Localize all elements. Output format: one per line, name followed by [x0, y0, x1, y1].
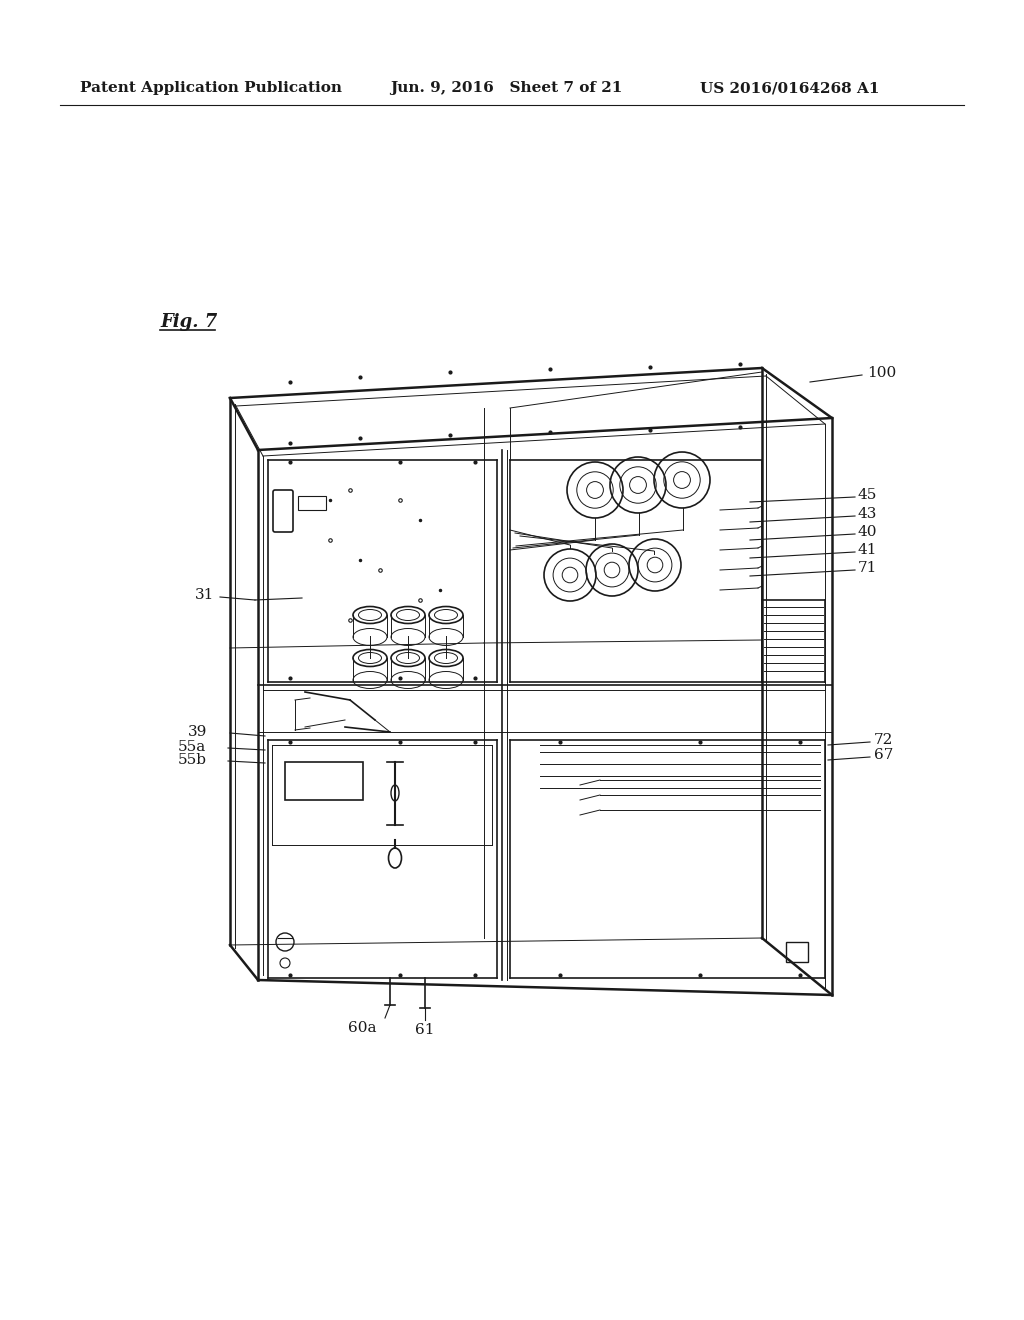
Bar: [298, 496, 326, 510]
Text: 67: 67: [874, 748, 893, 762]
Text: Patent Application Publication: Patent Application Publication: [80, 81, 342, 95]
Bar: [285, 762, 362, 800]
Text: 100: 100: [867, 366, 896, 380]
Text: Jun. 9, 2016   Sheet 7 of 21: Jun. 9, 2016 Sheet 7 of 21: [390, 81, 623, 95]
Text: 43: 43: [858, 507, 878, 521]
Text: 55b: 55b: [178, 752, 207, 767]
Text: 31: 31: [195, 587, 214, 602]
Text: 71: 71: [858, 561, 878, 576]
Text: 39: 39: [188, 725, 208, 739]
Text: 55a: 55a: [178, 741, 206, 754]
Text: US 2016/0164268 A1: US 2016/0164268 A1: [700, 81, 880, 95]
Bar: [786, 942, 808, 962]
Text: 60a: 60a: [348, 1020, 377, 1035]
Text: 72: 72: [874, 733, 893, 747]
Text: Fig. 7: Fig. 7: [160, 313, 217, 331]
Text: 41: 41: [858, 543, 878, 557]
Text: 45: 45: [858, 488, 878, 502]
Text: 40: 40: [858, 525, 878, 539]
Text: 61: 61: [415, 1023, 434, 1038]
